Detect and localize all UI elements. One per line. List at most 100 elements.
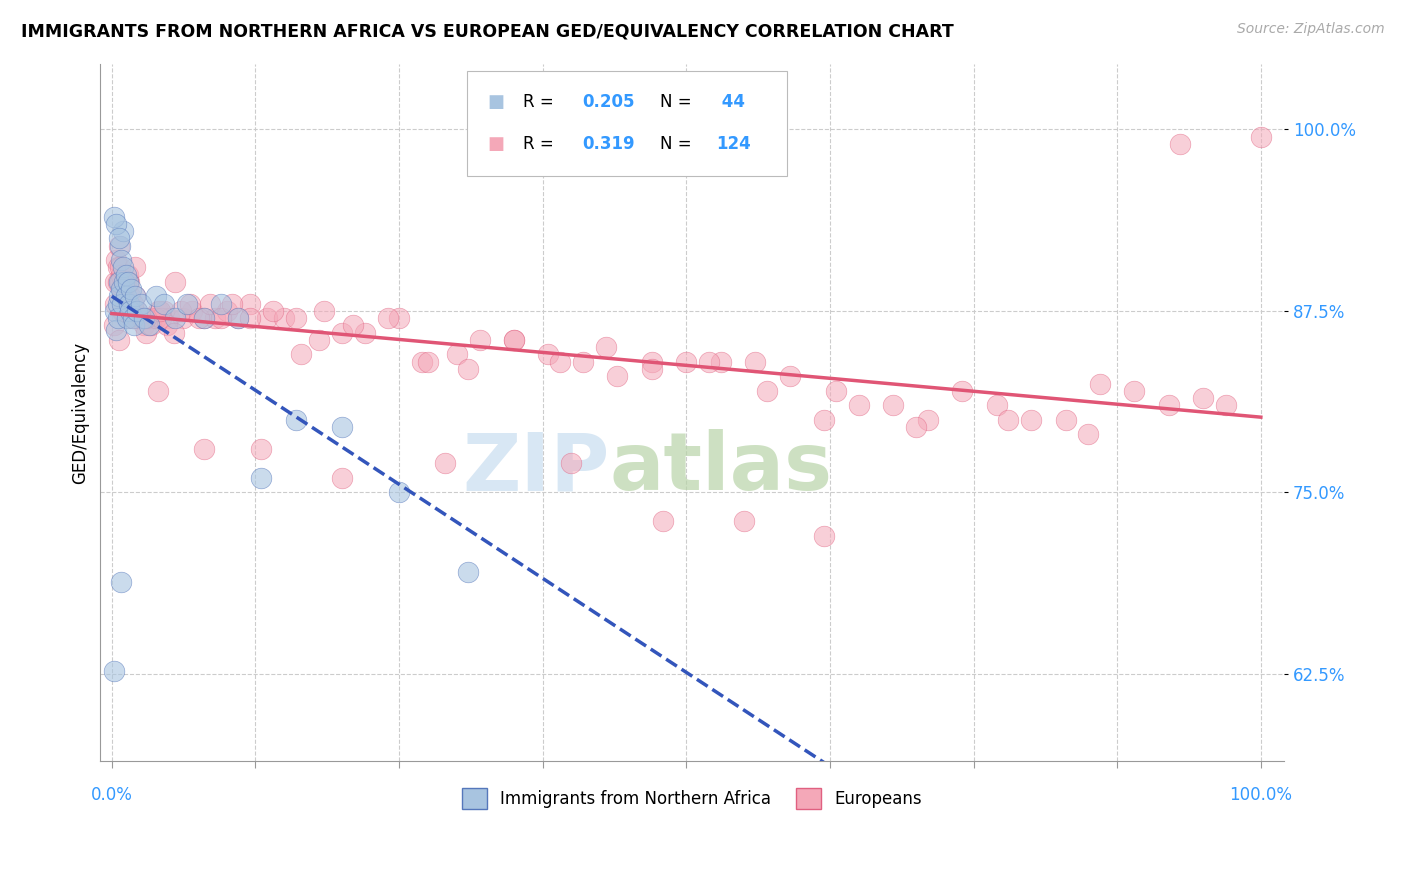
Point — [239, 311, 262, 326]
Point — [107, 231, 129, 245]
Point — [193, 311, 215, 326]
Point — [107, 275, 129, 289]
Point — [104, 296, 127, 310]
Text: 0.0%: 0.0% — [91, 786, 132, 804]
Point — [145, 311, 167, 326]
Point — [330, 420, 353, 434]
Point — [813, 529, 835, 543]
Point — [377, 311, 399, 326]
Point — [108, 238, 131, 252]
Point — [156, 318, 179, 333]
Point — [595, 340, 617, 354]
Point — [135, 326, 157, 340]
Point — [503, 333, 526, 347]
Point — [124, 260, 146, 275]
Point — [710, 355, 733, 369]
Point — [641, 362, 664, 376]
Text: atlas: atlas — [609, 429, 832, 508]
Text: ■: ■ — [488, 136, 505, 153]
Point — [110, 575, 132, 590]
Point — [135, 311, 157, 326]
Point — [146, 304, 169, 318]
Point — [105, 217, 128, 231]
Point — [411, 355, 433, 369]
Point — [110, 253, 132, 268]
Legend: Immigrants from Northern Africa, Europeans: Immigrants from Northern Africa, Europea… — [456, 781, 929, 815]
Point — [105, 253, 128, 268]
Point — [129, 296, 152, 310]
Point — [127, 311, 149, 326]
Point — [157, 311, 180, 326]
Point — [779, 369, 801, 384]
Text: N =: N = — [661, 136, 697, 153]
Point — [112, 282, 135, 296]
Point — [163, 311, 186, 326]
Point — [107, 238, 129, 252]
Point — [179, 296, 201, 310]
Point — [204, 311, 226, 326]
Point — [250, 442, 273, 456]
Point — [138, 318, 160, 333]
Point — [434, 456, 457, 470]
Point — [290, 347, 312, 361]
Point — [107, 296, 129, 310]
Point — [606, 369, 628, 384]
Text: ZIP: ZIP — [463, 429, 609, 508]
Point — [755, 384, 778, 398]
Point — [103, 210, 125, 224]
Point — [107, 311, 129, 326]
Point — [284, 413, 307, 427]
Point — [733, 515, 755, 529]
Point — [388, 485, 411, 500]
Point — [115, 311, 138, 326]
Point — [170, 304, 193, 318]
Point — [882, 398, 904, 412]
Point — [675, 355, 697, 369]
Point — [342, 318, 364, 333]
Point — [572, 355, 595, 369]
Point — [103, 318, 125, 333]
Point — [152, 304, 174, 318]
Point — [127, 304, 149, 318]
Point — [256, 311, 278, 326]
Text: ■: ■ — [488, 94, 505, 112]
Point — [226, 311, 249, 326]
Point — [139, 318, 162, 333]
Point — [105, 323, 128, 337]
Point — [1054, 413, 1077, 427]
Point — [905, 420, 928, 434]
Point — [112, 304, 135, 318]
Point — [330, 471, 353, 485]
Text: N =: N = — [661, 94, 697, 112]
Point — [132, 311, 155, 326]
Point — [813, 413, 835, 427]
Point — [115, 296, 138, 310]
Point — [388, 311, 411, 326]
Point — [124, 289, 146, 303]
Point — [181, 304, 204, 318]
Point — [226, 311, 249, 326]
Point — [1157, 398, 1180, 412]
Text: R =: R = — [523, 94, 558, 112]
Point — [114, 289, 136, 303]
Point — [273, 311, 295, 326]
Point — [986, 398, 1008, 412]
Point — [548, 355, 571, 369]
Point — [950, 384, 973, 398]
Point — [188, 311, 211, 326]
Point — [117, 268, 139, 282]
Point — [308, 333, 330, 347]
Point — [131, 311, 153, 326]
Point — [416, 355, 439, 369]
Point — [145, 289, 167, 303]
Point — [1170, 136, 1192, 151]
Text: 44: 44 — [716, 94, 745, 112]
Point — [1088, 376, 1111, 391]
Point — [446, 347, 468, 361]
Point — [111, 296, 134, 310]
Point — [114, 275, 136, 289]
Text: 124: 124 — [716, 136, 751, 153]
Point — [284, 311, 307, 326]
Point — [111, 282, 134, 296]
Text: 0.319: 0.319 — [582, 136, 634, 153]
